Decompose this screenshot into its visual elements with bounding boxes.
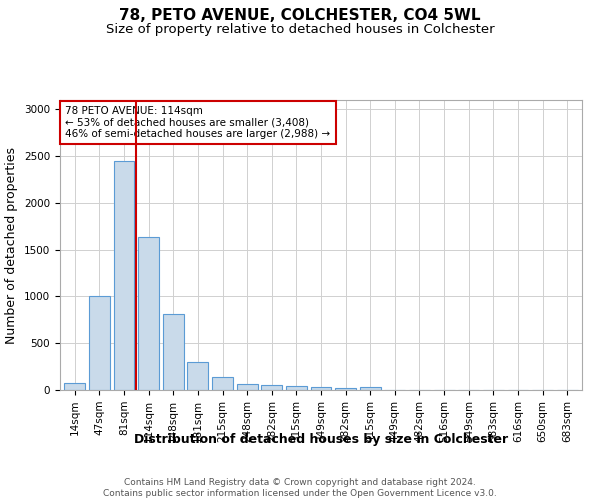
Text: Distribution of detached houses by size in Colchester: Distribution of detached houses by size …	[134, 432, 508, 446]
Bar	[89, 296, 110, 390]
Text: Size of property relative to detached houses in Colchester: Size of property relative to detached ho…	[106, 22, 494, 36]
Bar	[138, 236, 159, 390]
Bar	[64, 383, 85, 390]
Bar	[212, 377, 233, 390]
Bar	[187, 362, 208, 390]
Bar	[261, 385, 282, 390]
Bar	[360, 386, 381, 390]
Y-axis label: Number of detached properties: Number of detached properties	[5, 146, 19, 344]
Bar	[335, 388, 356, 390]
Bar	[311, 387, 331, 390]
Text: Contains HM Land Registry data © Crown copyright and database right 2024.
Contai: Contains HM Land Registry data © Crown c…	[103, 478, 497, 498]
Bar	[113, 161, 134, 390]
Bar	[236, 384, 257, 390]
Text: 78 PETO AVENUE: 114sqm
← 53% of detached houses are smaller (3,408)
46% of semi-: 78 PETO AVENUE: 114sqm ← 53% of detached…	[65, 106, 331, 139]
Bar	[163, 314, 184, 390]
Bar	[286, 386, 307, 390]
Text: 78, PETO AVENUE, COLCHESTER, CO4 5WL: 78, PETO AVENUE, COLCHESTER, CO4 5WL	[119, 8, 481, 22]
